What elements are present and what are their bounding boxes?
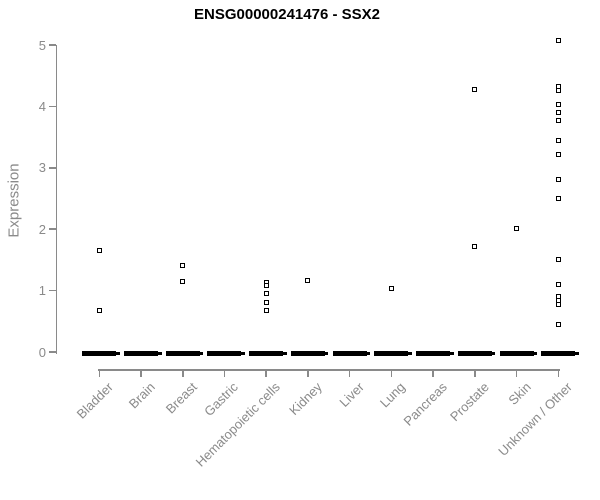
data-point xyxy=(555,38,561,44)
y-tick-label: 1 xyxy=(38,283,46,299)
zero-bar xyxy=(165,350,200,356)
y-tick-label: 4 xyxy=(38,98,46,114)
data-point xyxy=(555,137,561,143)
data-point xyxy=(555,118,561,124)
data-point xyxy=(514,226,520,232)
y-tick xyxy=(49,44,56,46)
zero-bar-notch xyxy=(365,351,371,355)
data-point xyxy=(555,87,561,93)
x-tick xyxy=(390,370,393,377)
zero-bar-notch xyxy=(490,351,496,355)
zero-bar xyxy=(124,350,159,356)
x-tick xyxy=(557,370,560,377)
data-point xyxy=(263,308,269,314)
data-point xyxy=(263,300,269,306)
data-point xyxy=(555,302,561,308)
data-point xyxy=(555,176,561,182)
zero-bar xyxy=(541,350,576,356)
zero-bar xyxy=(457,350,492,356)
x-tick xyxy=(98,370,101,377)
data-point xyxy=(555,110,561,116)
zero-bar xyxy=(332,350,367,356)
data-point xyxy=(180,278,186,284)
zero-bar-notch xyxy=(281,351,287,355)
x-tick xyxy=(515,370,518,377)
x-category-label: Unknown / Other xyxy=(495,379,576,459)
y-tick-label: 3 xyxy=(38,160,46,176)
zero-bar xyxy=(499,350,534,356)
y-tick xyxy=(49,289,56,292)
y-tick-label: 2 xyxy=(38,221,46,237)
zero-bar-notch xyxy=(573,351,579,355)
data-point xyxy=(305,277,311,283)
x-tick xyxy=(307,370,309,377)
data-point xyxy=(555,321,561,327)
data-point xyxy=(96,247,102,253)
zero-bar xyxy=(207,350,242,356)
zero-bar-notch xyxy=(114,351,120,355)
y-tick-label: 0 xyxy=(38,344,46,360)
data-point xyxy=(472,86,478,92)
chart-title: ENSG00000241476 - SSX2 xyxy=(194,6,380,23)
zero-bar-notch xyxy=(448,351,454,355)
x-tick xyxy=(140,370,142,377)
zero-bar xyxy=(374,350,409,356)
zero-bar-notch xyxy=(198,351,204,355)
y-tick xyxy=(49,228,56,230)
y-tick xyxy=(49,167,56,169)
data-point xyxy=(263,290,269,296)
x-tick xyxy=(348,370,351,377)
data-point xyxy=(263,283,269,289)
data-point xyxy=(96,308,102,314)
zero-bar-notch xyxy=(323,351,329,355)
x-tick xyxy=(474,370,476,377)
x-tick xyxy=(432,370,434,377)
y-axis-line xyxy=(55,44,58,354)
data-point xyxy=(555,196,561,201)
x-tick xyxy=(181,370,184,377)
zero-bar-notch xyxy=(239,351,245,355)
x-tick xyxy=(265,370,267,377)
zero-bar-notch xyxy=(156,351,162,355)
y-tick xyxy=(49,351,56,353)
zero-bar xyxy=(416,350,451,356)
data-point xyxy=(180,262,186,268)
data-point xyxy=(555,257,561,263)
zero-bar xyxy=(249,350,284,356)
y-tick-label: 5 xyxy=(38,37,46,53)
y-tick xyxy=(49,105,56,108)
zero-bar xyxy=(82,350,117,356)
zero-bar-notch xyxy=(406,351,412,355)
x-axis-line xyxy=(98,369,560,371)
zero-bar xyxy=(290,350,325,356)
x-tick xyxy=(223,370,226,377)
data-point xyxy=(555,152,561,158)
zero-bar-notch xyxy=(532,351,538,355)
data-point xyxy=(555,102,561,108)
data-point xyxy=(555,281,561,287)
data-point xyxy=(388,285,394,291)
data-point xyxy=(472,243,478,249)
